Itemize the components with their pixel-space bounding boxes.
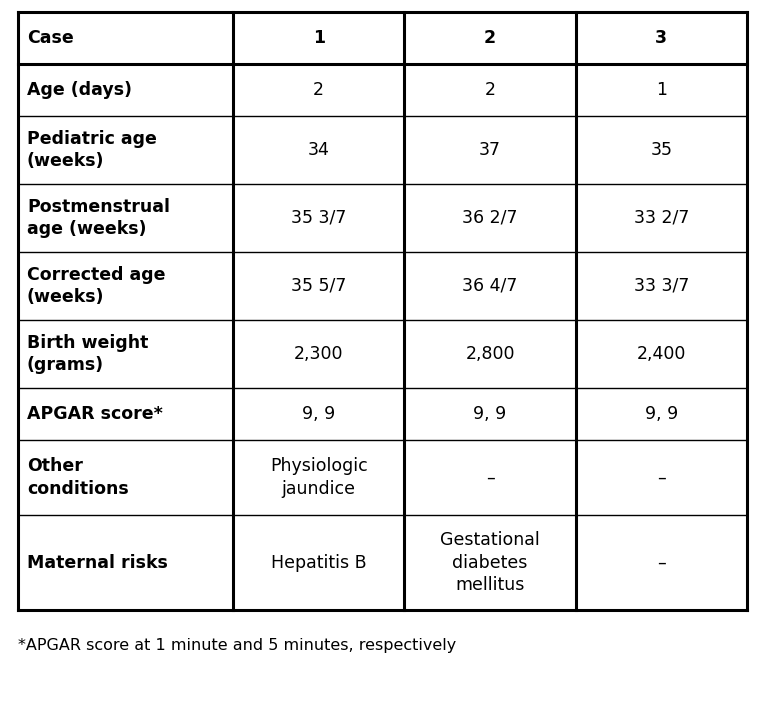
Text: Other
conditions: Other conditions [27,457,129,498]
Text: Age (days): Age (days) [27,81,132,99]
Text: 9, 9: 9, 9 [645,405,678,423]
Text: Maternal risks: Maternal risks [27,553,168,572]
Text: Case: Case [27,29,73,47]
Text: 35: 35 [650,141,672,159]
Text: Hepatitis B: Hepatitis B [271,553,366,572]
Text: *APGAR score at 1 minute and 5 minutes, respectively: *APGAR score at 1 minute and 5 minutes, … [18,638,456,653]
Text: 9, 9: 9, 9 [474,405,506,423]
Text: 2: 2 [484,81,496,99]
Text: 9, 9: 9, 9 [302,405,335,423]
Text: –: – [657,468,666,486]
Text: Physiologic
jaundice: Physiologic jaundice [270,457,368,498]
Text: Pediatric age
(weeks): Pediatric age (weeks) [27,130,157,170]
Text: Birth weight
(grams): Birth weight (grams) [27,334,148,374]
Text: 2,300: 2,300 [294,345,343,363]
Text: Gestational
diabetes
mellitus: Gestational diabetes mellitus [440,531,540,594]
Text: 2: 2 [313,81,324,99]
Text: 35 5/7: 35 5/7 [291,277,347,295]
Text: 2,800: 2,800 [465,345,515,363]
Text: –: – [657,553,666,572]
Text: 36 4/7: 36 4/7 [462,277,518,295]
Text: 1: 1 [313,29,325,47]
Text: –: – [486,468,494,486]
Text: 33 3/7: 33 3/7 [633,277,689,295]
Text: 35 3/7: 35 3/7 [291,209,347,227]
Text: 2,400: 2,400 [636,345,686,363]
Text: 1: 1 [656,81,667,99]
Text: 33 2/7: 33 2/7 [633,209,689,227]
Text: 34: 34 [308,141,330,159]
Text: 2: 2 [484,29,496,47]
Text: Postmenstrual
age (weeks): Postmenstrual age (weeks) [27,198,170,238]
Text: 36 2/7: 36 2/7 [462,209,518,227]
Text: Corrected age
(weeks): Corrected age (weeks) [27,266,165,306]
Text: APGAR score*: APGAR score* [27,405,163,423]
Text: 3: 3 [656,29,667,47]
Text: 37: 37 [479,141,501,159]
